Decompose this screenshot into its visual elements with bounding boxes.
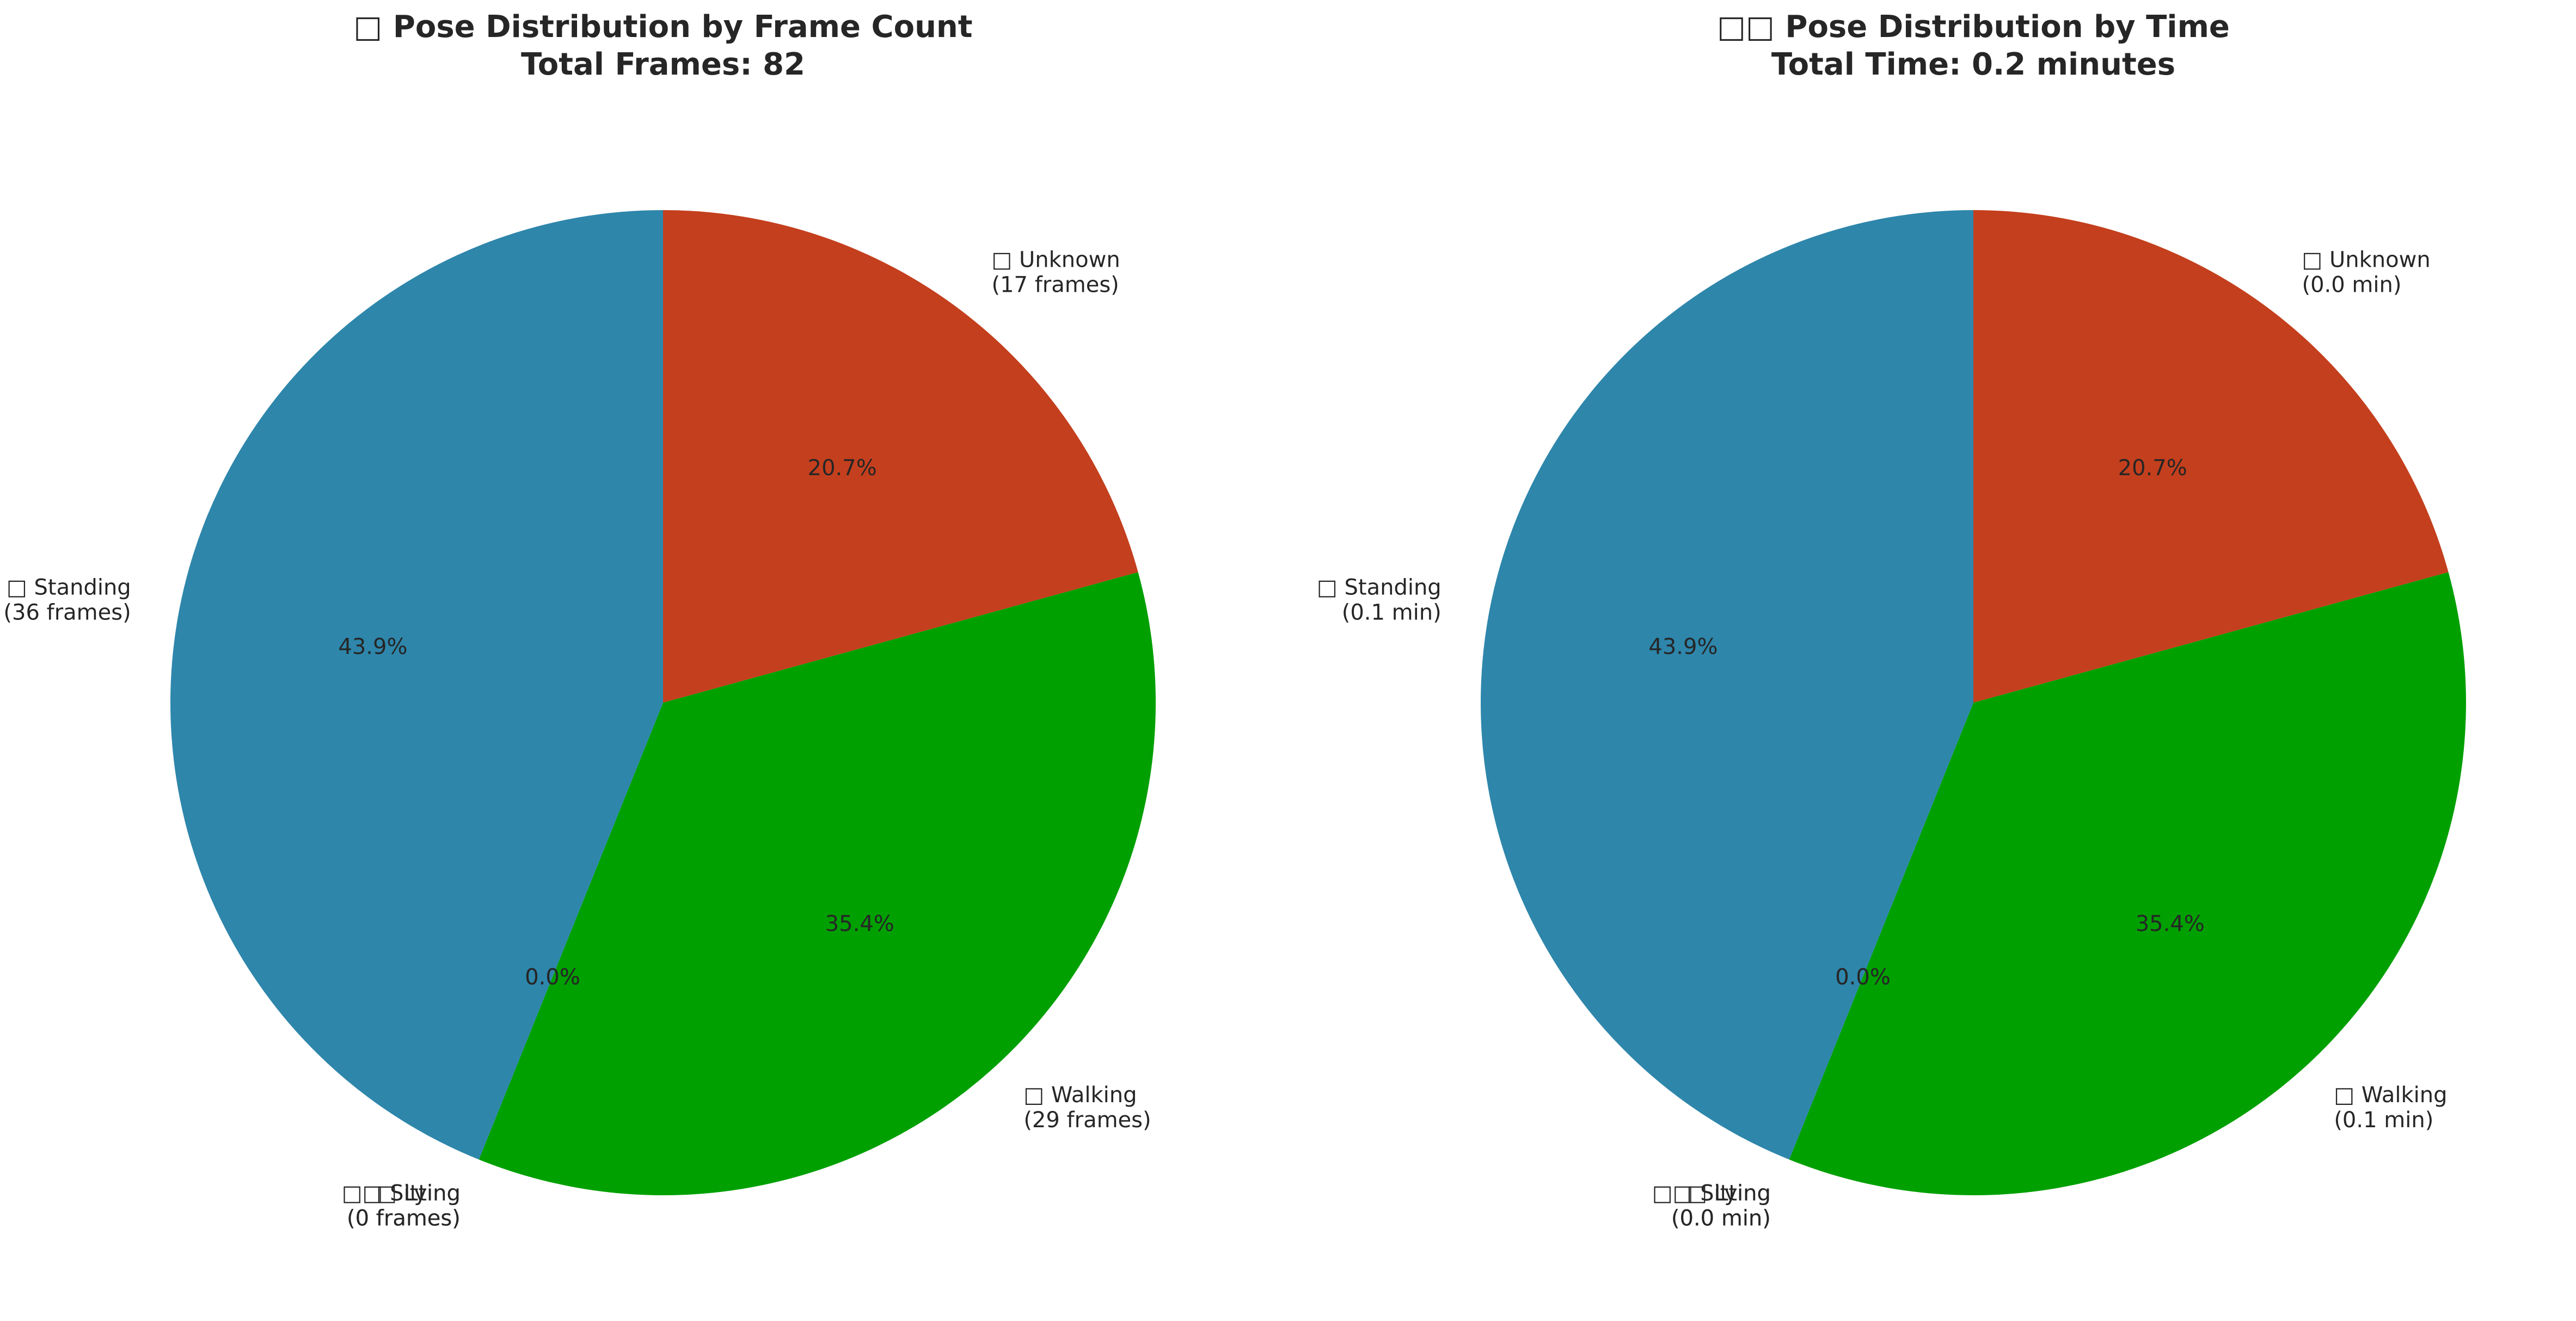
slice-label-detail: (0.1 min)	[1342, 600, 1442, 625]
chart-title: □ Pose Distribution by Frame Count	[353, 9, 972, 45]
slice-label-standing: □ Standing (0.1 min)	[1317, 575, 1442, 625]
slice-label-name: □ Walking	[1023, 1083, 1137, 1108]
pie-slice-standing	[1481, 210, 1973, 1160]
slice-percent-standing: 43.9%	[1648, 635, 1718, 660]
slice-label-detail: (0.0 min)	[2302, 272, 2401, 297]
pie-slice-walking	[479, 572, 1156, 1195]
slice-label-standing: □ Standing (36 frames)	[3, 575, 131, 625]
pie-labels: □ Unknown (0.0 min)20.7%□ Walking (0.1 min…	[1317, 247, 2447, 1231]
slice-label-walking: □ Walking (0.1 min)	[2334, 1083, 2447, 1133]
slice-label-name: □ Lying	[1686, 1181, 1771, 1206]
slice-label-name: □ Lying	[376, 1181, 461, 1206]
slice-label-sitting: □□ Sitting (0.0 min)	[1652, 1181, 1771, 1231]
slice-label-detail: (0.1 min)	[2334, 1108, 2433, 1133]
slice-label-name: □ Unknown	[2302, 247, 2430, 272]
pie-slice-walking	[1789, 572, 2466, 1195]
time-pie-chart: □□ Pose Distribution by Time Total Time:…	[1317, 9, 2466, 1231]
slice-percent-walking: 35.4%	[2136, 911, 2205, 936]
chart-title: □□ Pose Distribution by Time	[1717, 9, 2230, 45]
pie-slice-standing	[170, 210, 663, 1160]
chart-subtitle: Total Time: 0.2 minutes	[1771, 47, 2175, 82]
chart-subtitle: Total Frames: 82	[521, 47, 805, 82]
slice-label-detail: (17 frames)	[991, 272, 1119, 297]
slice-label-detail: (0 frames)	[347, 1206, 461, 1231]
slice-label-unknown: □ Unknown (17 frames)	[991, 247, 1120, 297]
slice-percent-unknown: 20.7%	[808, 456, 877, 481]
slice-label-name: □ Standing	[7, 575, 131, 600]
pie-slice-unknown	[1973, 210, 2449, 703]
slice-label-name: □ Walking	[2334, 1083, 2447, 1108]
slice-label-sitting: □□ Sitting (0 frames)	[342, 1181, 461, 1231]
pie-slice-unknown	[663, 210, 1138, 703]
slice-label-detail: (36 frames)	[3, 600, 131, 625]
slice-label-name: □ Unknown	[991, 247, 1120, 272]
slice-percent-lying: 0.0%	[1835, 965, 1891, 990]
frame-count-pie-chart: □ Pose Distribution by Frame Count Total…	[3, 9, 1156, 1231]
slice-label-name: □□ Sitting	[1652, 1181, 1771, 1206]
slice-percent-unknown: 20.7%	[2118, 456, 2187, 481]
slice-label-lying: □ Lying (0.0 min)	[1671, 1181, 1771, 1231]
slice-label-unknown: □ Unknown (0.0 min)	[2302, 247, 2430, 297]
slice-percent-sitting: 0.0%	[1835, 965, 1891, 990]
slice-percent-sitting: 0.0%	[525, 965, 580, 990]
slice-label-detail: (0.0 min)	[1671, 1206, 1771, 1231]
pie-slices	[1481, 210, 2466, 1195]
slice-label-name: □ Standing	[1317, 575, 1442, 600]
slice-label-name: □□ Sitting	[342, 1181, 461, 1206]
pie-slices	[170, 210, 1156, 1195]
slice-label-detail: (29 frames)	[1023, 1108, 1151, 1133]
slice-label-walking: □ Walking (29 frames)	[1023, 1083, 1151, 1133]
slice-label-detail: (0 frames)	[347, 1206, 461, 1231]
slice-percent-lying: 0.0%	[525, 965, 580, 990]
slice-label-lying: □ Lying (0 frames)	[347, 1181, 461, 1231]
slice-percent-walking: 35.4%	[825, 911, 894, 936]
slice-label-detail: (0.0 min)	[1671, 1206, 1771, 1231]
slice-percent-standing: 43.9%	[338, 635, 407, 660]
pie-labels: □ Unknown (17 frames) 20.7% □ Walking (29 fr…	[3, 247, 1151, 1231]
